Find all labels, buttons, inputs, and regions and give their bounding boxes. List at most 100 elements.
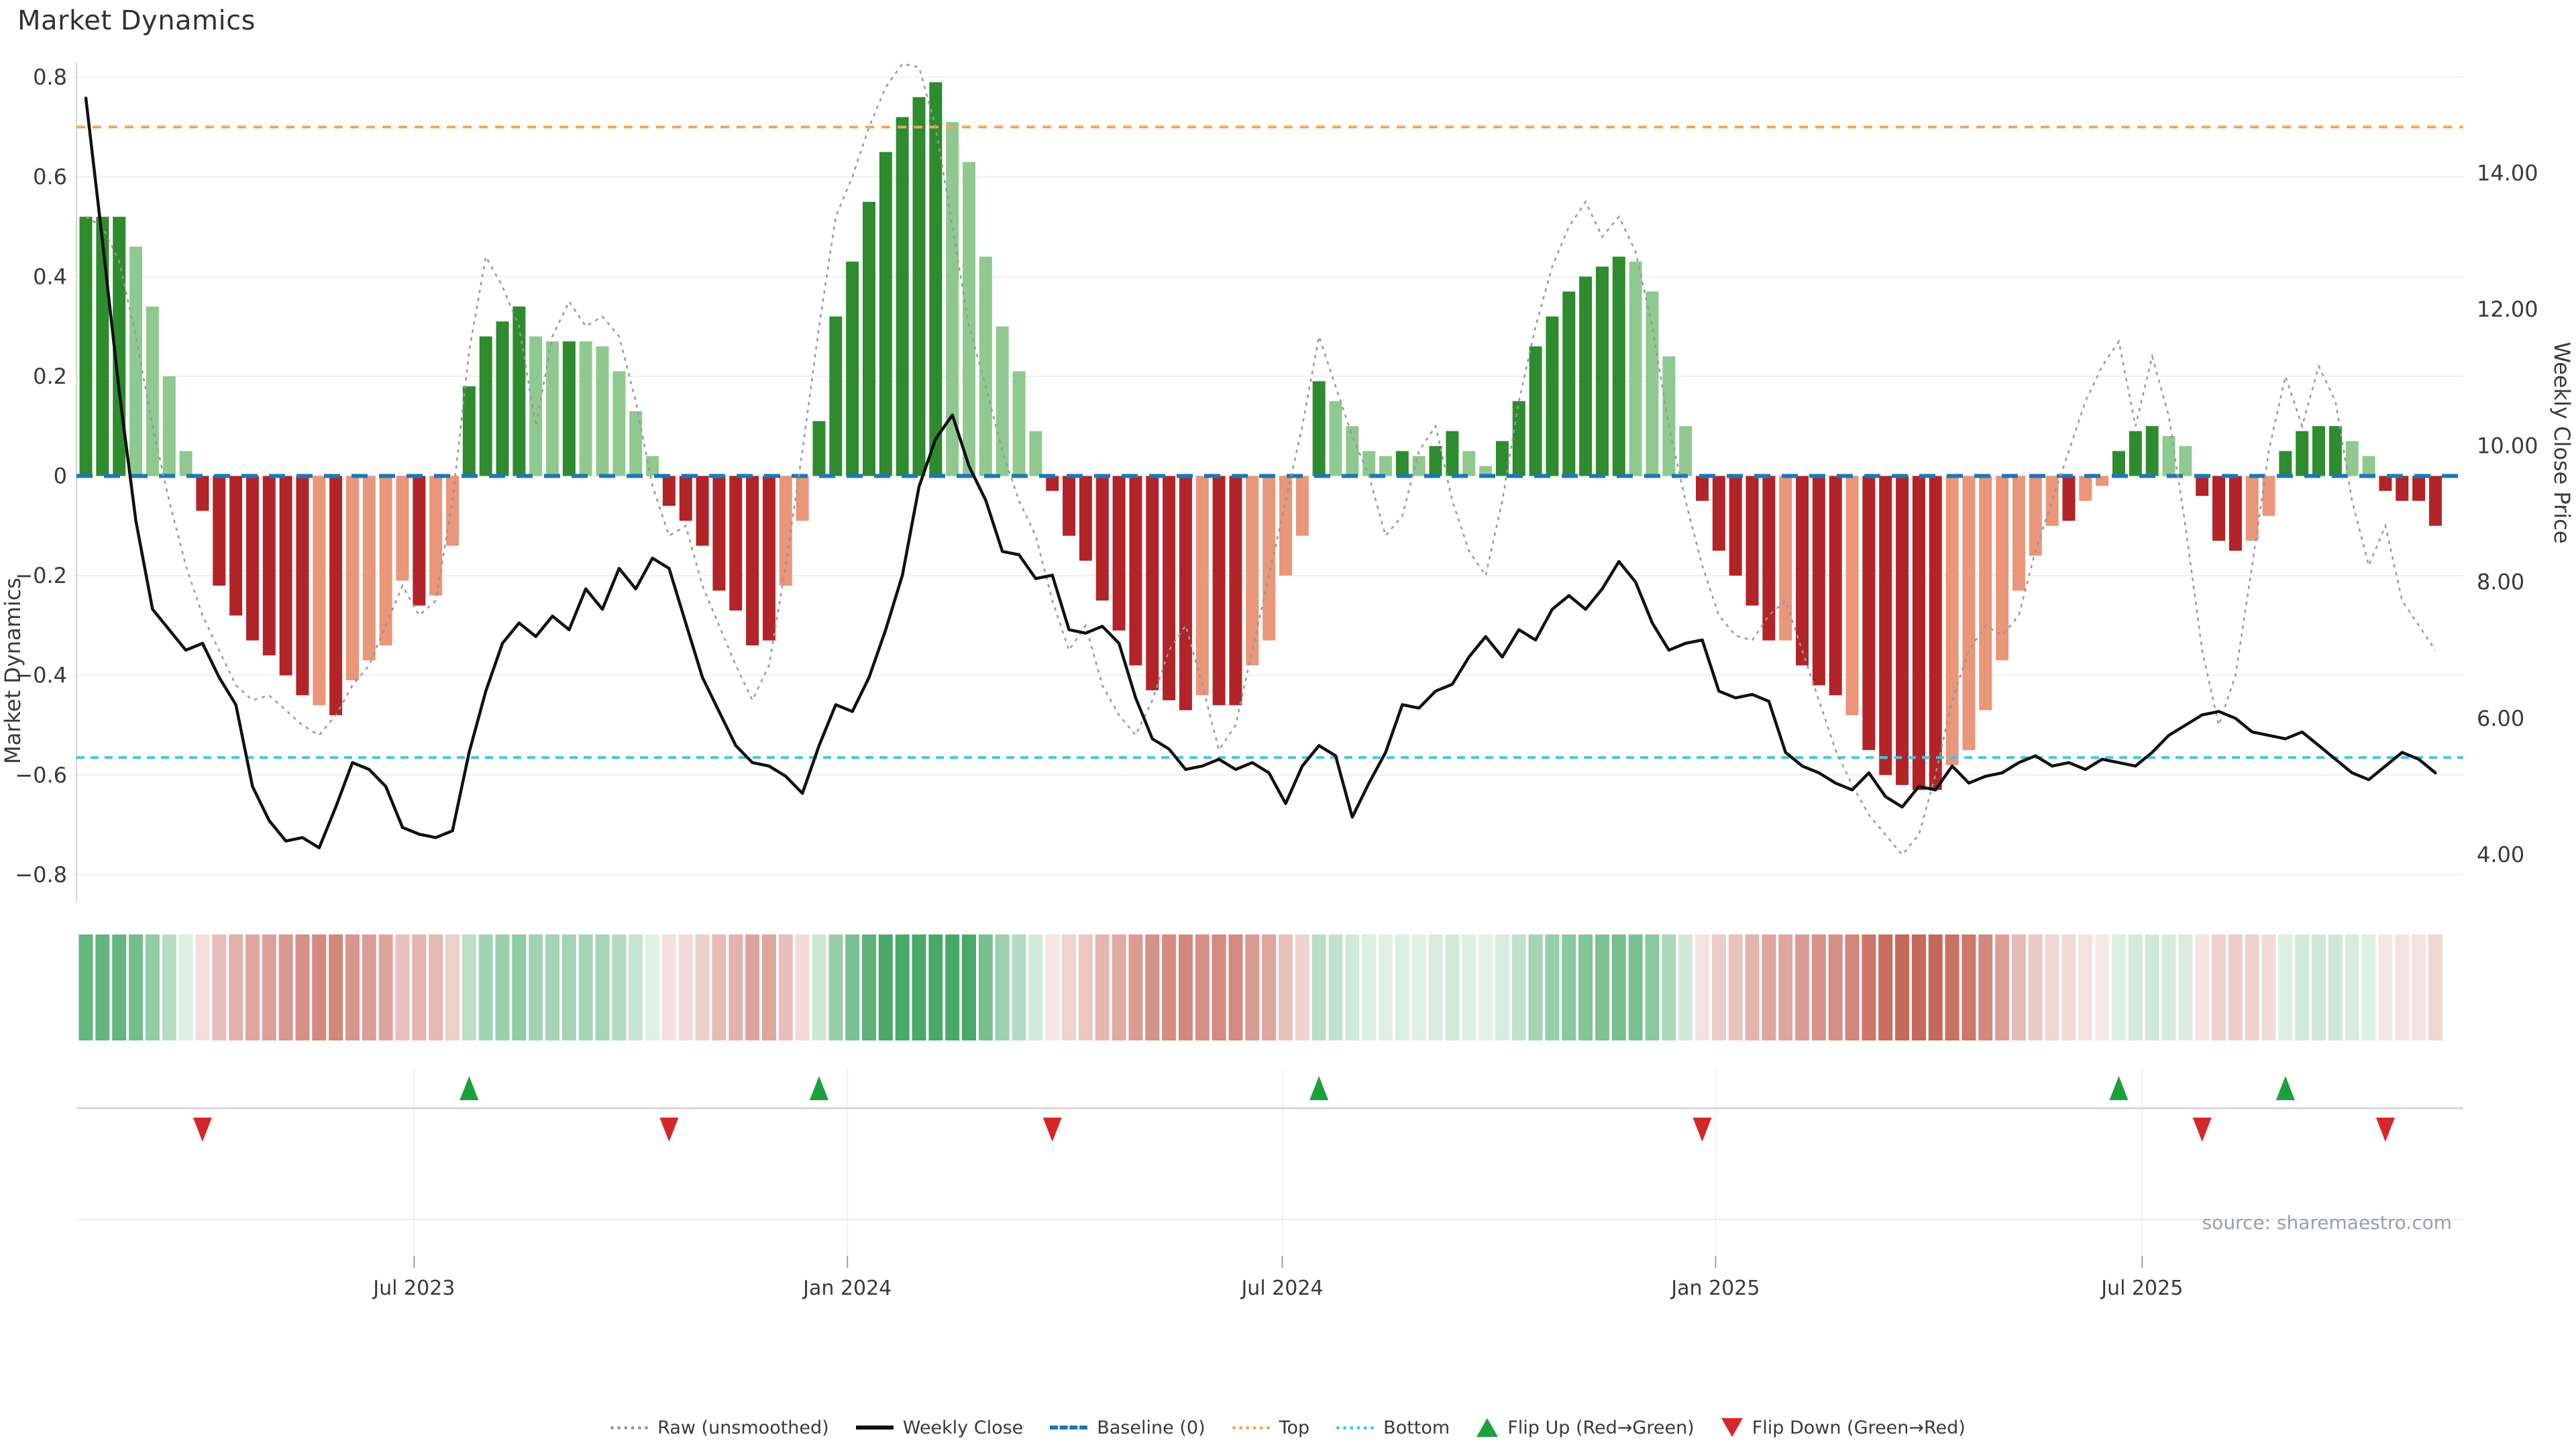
heatmap-cell xyxy=(1978,934,1993,1040)
left-tick-label: 0.2 xyxy=(33,364,67,389)
bar xyxy=(429,476,443,596)
heatmap-cell xyxy=(2061,934,2076,1040)
heatmap-cell xyxy=(1662,934,1676,1040)
heatmap-cell xyxy=(1862,934,1876,1040)
flip-up-marker xyxy=(460,1076,479,1100)
heatmap-cell xyxy=(1295,934,1309,1040)
heatmap-cell xyxy=(1678,934,1693,1040)
heatmap-cell xyxy=(1811,934,1826,1040)
bar xyxy=(1146,476,1159,690)
heatmap-cell xyxy=(795,934,810,1040)
bar xyxy=(1729,476,1742,576)
bar xyxy=(596,346,609,476)
bar-layer xyxy=(79,82,2442,790)
heatmap-cell xyxy=(212,934,227,1040)
heatmap-cell xyxy=(1395,934,1409,1040)
heatmap-cell xyxy=(429,934,443,1040)
bar xyxy=(2145,426,2159,476)
bar xyxy=(1379,455,1393,476)
heatmap-cell xyxy=(1128,934,1143,1040)
flip-up-marker xyxy=(1309,1076,1329,1100)
legend-label: Weekly Close xyxy=(902,1417,1024,1438)
heatmap-cell xyxy=(1445,934,1460,1040)
heatmap-cell xyxy=(329,934,343,1040)
heatmap-cell xyxy=(1528,934,1543,1040)
bar xyxy=(1362,451,1376,476)
bar xyxy=(1112,476,1126,631)
bar xyxy=(712,476,726,591)
heatmap-cell xyxy=(1462,934,1477,1040)
bar xyxy=(479,336,492,476)
legend-label: Flip Down (Green→Red) xyxy=(1752,1417,1966,1438)
bar xyxy=(1163,476,1176,700)
heatmap-cell xyxy=(1112,934,1126,1040)
bar xyxy=(262,476,276,655)
flip-down-marker xyxy=(659,1118,679,1142)
bar xyxy=(2045,476,2059,526)
market-dynamics-chart: 0.8 0.6 0.4 0.2 0 −0.2 −0.4 −0.6 −0.8 14.00 12.00 1… xyxy=(0,62,2575,1300)
heatmap-cell xyxy=(2428,934,2443,1040)
heatmap-cell xyxy=(2245,934,2259,1040)
heatmap-cell xyxy=(962,934,977,1040)
flip-down-marker xyxy=(193,1118,212,1142)
heatmap-cell xyxy=(2028,934,2043,1040)
heatmap-cell xyxy=(1095,934,1110,1040)
heatmap-cell xyxy=(2412,934,2426,1040)
bar xyxy=(979,256,992,476)
heatmap-cell xyxy=(761,934,776,1040)
bar xyxy=(1879,476,1892,775)
chart-svg: 0.8 0.6 0.4 0.2 0 −0.2 −0.4 −0.6 −0.8 14.00 12.00 1… xyxy=(0,62,2575,1300)
heatmap-cell xyxy=(1628,934,1643,1040)
heatmap-cell xyxy=(2228,934,2243,1040)
heatmap-cell xyxy=(278,934,293,1040)
bar xyxy=(562,341,576,476)
bar xyxy=(2029,476,2042,556)
bar xyxy=(546,341,559,476)
right-tick-label: 10.00 xyxy=(2477,433,2538,458)
heatmap-cell xyxy=(195,934,210,1040)
bar xyxy=(445,476,459,546)
heatmap-cell xyxy=(395,934,410,1040)
bar xyxy=(1562,291,1576,476)
heatmap-cell xyxy=(895,934,910,1040)
heatmap-cell xyxy=(545,934,560,1040)
heatmap-cell xyxy=(561,934,576,1040)
bar xyxy=(1595,266,1609,476)
heatmap-cell xyxy=(1611,934,1626,1040)
heatmap-cell xyxy=(828,934,843,1040)
heatmap-cell xyxy=(2261,934,2276,1040)
bar xyxy=(646,455,659,476)
heatmap-cell xyxy=(2295,934,2310,1040)
bar xyxy=(2196,476,2209,496)
bar xyxy=(1212,476,1226,706)
bar xyxy=(413,476,426,606)
heatmap-cell xyxy=(928,934,943,1040)
heatmap-cell xyxy=(95,934,110,1040)
bar xyxy=(812,421,826,476)
bar xyxy=(746,476,759,646)
bar xyxy=(2112,451,2125,476)
flip-marker-panel xyxy=(76,1068,2463,1256)
heatmap-cell xyxy=(1511,934,1526,1040)
heatmap-cell xyxy=(312,934,327,1040)
heatmap-cell xyxy=(378,934,393,1040)
bar xyxy=(2212,476,2226,541)
heatmap-cell xyxy=(1145,934,1160,1040)
heatmap-cell xyxy=(1028,934,1043,1040)
left-tick-label: −0.4 xyxy=(15,663,67,688)
bar xyxy=(229,476,243,616)
heatmap-cell xyxy=(229,934,244,1040)
heatmap-cell xyxy=(1178,934,1193,1040)
heatmap-cell xyxy=(712,934,727,1040)
bar xyxy=(2396,476,2409,501)
bar xyxy=(846,262,859,476)
heatmap-cell xyxy=(1495,934,1509,1040)
heatmap-cell xyxy=(695,934,710,1040)
bar xyxy=(996,326,1009,476)
bar xyxy=(1479,466,1493,476)
heatmap-cell xyxy=(1778,934,1793,1040)
heatmap-cell xyxy=(845,934,860,1040)
right-tick-label: 12.00 xyxy=(2477,297,2538,322)
heatmap-cell xyxy=(978,934,993,1040)
heatmap-cell xyxy=(362,934,376,1040)
